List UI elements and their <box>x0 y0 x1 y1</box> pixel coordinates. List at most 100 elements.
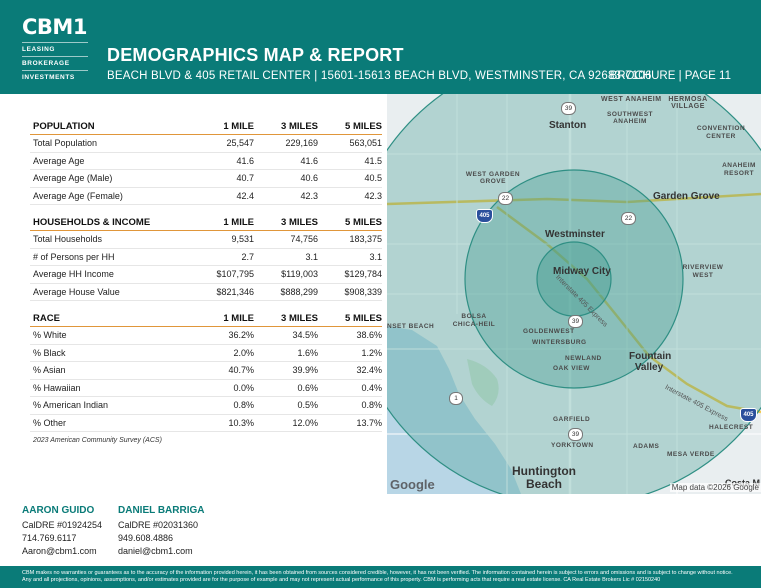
interstate-405-shield: 405 <box>740 408 757 422</box>
contact-phone[interactable]: 949.608.4886 <box>118 533 174 543</box>
cell-1-mile: 42.4 <box>236 190 254 201</box>
map-label-newland: NEWLAND <box>565 355 602 362</box>
map-label-garden-grove: Garden Grove <box>653 191 720 202</box>
map-attribution[interactable]: Map data ©2026 Google <box>669 483 761 492</box>
map-label-garfield: GARFIELD <box>553 416 591 423</box>
map-label-midway-city: Midway City <box>553 266 611 277</box>
cell-5-miles: 0.8% <box>361 400 382 410</box>
cell-1-mile: 40.7% <box>228 365 254 375</box>
cell-3-miles: 229,169 <box>285 138 318 148</box>
cell-3-miles: 74,756 <box>290 234 318 244</box>
contact-name: AARON GUIDO <box>22 505 95 516</box>
source-note: 2023 American Community Survey (ACS) <box>33 437 162 444</box>
map-label-goldenwest: GOLDENWEST <box>523 328 575 335</box>
map-label-westminster: Westminster <box>545 229 605 240</box>
contact-email[interactable]: daniel@cbm1.com <box>118 546 193 556</box>
cell-5-miles: 183,375 <box>349 234 382 244</box>
map-label-fountain-valley: Fountain Valley <box>629 351 672 373</box>
highway-22-shield: 22 <box>498 192 513 205</box>
table-row: Average Age 41.6 41.6 41.5 <box>30 153 382 170</box>
map-label-west-garden-grove: WEST GARDEN GROVE <box>465 171 521 185</box>
map-label-halecrest: HALECREST <box>709 424 754 431</box>
header-1-mile: 1 MILE <box>223 121 254 132</box>
row-label: Average HH Income <box>33 269 114 279</box>
cell-3-miles: 34.5% <box>292 330 318 340</box>
cell-3-miles: 0.5% <box>297 400 318 410</box>
map-label-southwest-anaheim: SOUTHWEST ANAHEIM <box>606 111 654 125</box>
local-roads <box>387 153 761 435</box>
map-label-wintersburg: WINTERSBURG <box>532 339 587 346</box>
cell-5-miles: 13.7% <box>356 417 382 428</box>
cell-1-mile: 40.7 <box>236 173 254 183</box>
cell-5-miles: 40.5 <box>364 173 382 183</box>
header-5-miles: 5 MILES <box>345 121 382 132</box>
row-label: % Black <box>33 347 66 358</box>
logo-line-leasing: LEASING <box>22 42 88 54</box>
cell-1-mile: 2.0% <box>233 347 254 358</box>
page-title: DEMOGRAPHICS MAP & REPORT <box>107 45 404 65</box>
cell-1-mile: 0.0% <box>233 382 254 393</box>
contact-card: AARON GUIDO CalDRE #01924254 714.769.611… <box>22 504 118 558</box>
cell-3-miles: 1.6% <box>297 347 318 358</box>
cell-1-mile: 0.8% <box>233 400 254 410</box>
table-row: % White 36.2% 34.5% 38.6% <box>30 327 382 345</box>
wetlands <box>467 359 499 406</box>
row-label: % Hawaiian <box>33 382 81 393</box>
demographics-tables: POPULATION 1 MILE 3 MILES 5 MILES Total … <box>30 119 382 454</box>
map-label-oak-view: OAK VIEW <box>553 365 590 372</box>
footer-disclaimer: CBM makes no warranties or guarantees as… <box>0 566 761 588</box>
header-5-miles: 5 MILES <box>345 217 382 228</box>
contact-name: DANIEL BARRIGA <box>118 505 205 516</box>
map-label-yorktown: YORKTOWN <box>551 442 594 449</box>
freeway-22 <box>387 192 761 206</box>
google-logo[interactable]: Google <box>390 477 435 492</box>
logo-line-brokerage: BROKERAGE <box>22 56 88 68</box>
table-row: % Hawaiian 0.0% 0.6% 0.4% <box>30 380 382 397</box>
radius-ring-1-mile <box>536 241 612 317</box>
row-label: # of Persons per HH <box>33 251 115 262</box>
header-1-mile: 1 MILE <box>223 217 254 228</box>
company-logo[interactable]: CBM1 LEASING BROKERAGE INVESTMENTS <box>22 16 88 82</box>
cell-1-mile: 2.7 <box>241 251 254 262</box>
row-label: % Asian <box>33 365 66 375</box>
highway-1-shield: 1 <box>449 392 463 405</box>
map-label-mesa-verde: MESA VERDE <box>667 451 715 458</box>
population-table: POPULATION 1 MILE 3 MILES 5 MILES Total … <box>30 119 382 205</box>
row-label: Average Age (Female) <box>33 190 123 201</box>
table-row: Average House Value $821,346 $888,299 $908,… <box>30 284 382 301</box>
households-income-table: HOUSEHOLDS & INCOME 1 MILE 3 MILES 5 MIL… <box>30 215 382 301</box>
cell-1-mile: 25,547 <box>226 138 254 148</box>
map-label-convention-center: CONVENTION CENTER <box>696 125 746 140</box>
cell-3-miles: $119,003 <box>281 269 318 279</box>
table-header: RACE 1 MILE 3 MILES 5 MILES <box>30 311 382 327</box>
map-label-huntington-beach: Huntington Beach <box>512 464 576 491</box>
cell-5-miles: 563,051 <box>349 138 382 148</box>
cell-3-miles: 0.6% <box>297 382 318 393</box>
map-label-sunset-beach: NSET BEACH <box>387 323 435 330</box>
cell-5-miles: 0.4% <box>361 382 382 393</box>
contact-phone[interactable]: 714.769.6117 <box>22 533 77 543</box>
cell-5-miles: 32.4% <box>356 365 382 375</box>
header-3-miles: 3 MILES <box>281 313 318 324</box>
row-label: % White <box>33 330 67 340</box>
logo-line-investments: INVESTMENTS <box>22 70 88 82</box>
radius-map[interactable]: WEST ANAHEIM HERMOSA VILLAGE Stanton SOU… <box>387 94 761 494</box>
cell-3-miles: 41.6 <box>300 155 318 166</box>
cell-1-mile: 10.3% <box>228 417 254 428</box>
contact-email[interactable]: Aaron@cbm1.com <box>22 546 97 556</box>
header-label: POPULATION <box>33 121 95 132</box>
header-5-miles: 5 MILES <box>345 313 382 324</box>
contact-card: DANIEL BARRIGA CalDRE #02031360 949.608.… <box>118 504 214 558</box>
freeway-405 <box>496 205 761 414</box>
contact-license: CalDRE #01924254 <box>22 520 103 530</box>
table-row: Average Age (Male) 40.7 40.6 40.5 <box>30 170 382 188</box>
cell-1-mile: 9,531 <box>231 234 254 244</box>
row-label: Average House Value <box>33 286 120 297</box>
cell-3-miles: 3.1 <box>305 251 318 262</box>
cell-5-miles: 41.5 <box>364 155 382 166</box>
cell-1-mile: $821,346 <box>216 286 254 297</box>
row-label: % Other <box>33 417 67 428</box>
ocean <box>387 326 521 494</box>
local-roads-vertical <box>456 94 678 494</box>
cell-5-miles: $129,784 <box>344 269 382 279</box>
